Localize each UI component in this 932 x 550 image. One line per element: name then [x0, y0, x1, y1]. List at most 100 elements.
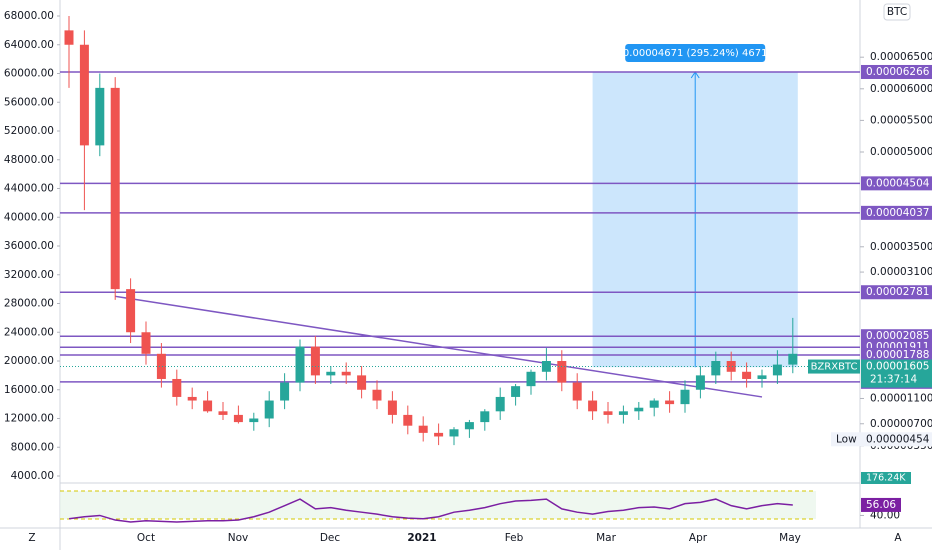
y2-tick-label: 0.00001100 [870, 392, 932, 404]
corner-left[interactable]: Z [28, 532, 35, 544]
low-box [831, 432, 932, 447]
candle-body [280, 382, 290, 401]
level-label: 0.00004037 [866, 207, 929, 219]
y-tick-label: 56000.00 [4, 96, 54, 108]
candle-body [357, 375, 367, 390]
candle-body [126, 289, 136, 333]
candle-body [141, 332, 151, 354]
candle-body [79, 44, 89, 146]
volume-label: 176.24K [866, 473, 906, 484]
y-tick-label: 8000.00 [11, 441, 54, 453]
candle-body [588, 400, 598, 412]
corner-right[interactable]: A [894, 532, 902, 544]
candle-body [387, 400, 397, 415]
time-label: Apr [689, 532, 708, 544]
candle-body [480, 411, 490, 423]
candle-body [403, 414, 413, 426]
rsi-line [68, 498, 793, 523]
candle-body [772, 364, 782, 376]
y-tick-label: 68000.00 [4, 10, 54, 22]
symbol: BZRXBTC [811, 362, 858, 373]
time-label: Dec [320, 532, 341, 544]
candle-body [603, 411, 613, 415]
y-tick-label: 60000.00 [4, 68, 54, 80]
rsi-tick-label: 40.00 [870, 509, 900, 521]
current-price-box [861, 359, 932, 388]
candle-body [203, 400, 213, 412]
rsi-value-box [861, 497, 901, 512]
measure-label-box [625, 43, 766, 62]
y-tick-label: 4000.00 [11, 470, 54, 482]
y2-tick-label: 0.00005000 [870, 146, 932, 158]
level-label-box [861, 329, 932, 344]
candle-body [233, 414, 243, 423]
candle-body [557, 361, 567, 383]
candle-body [788, 353, 798, 365]
candle-body [156, 353, 166, 379]
time-label: Mar [596, 532, 616, 544]
candle-body [449, 429, 459, 437]
level-label: 0.00006266 [866, 66, 930, 78]
y-tick-label: 32000.00 [4, 269, 54, 281]
candle-body [726, 361, 736, 372]
trendline [115, 295, 763, 398]
level-label: 0.00002085 [866, 330, 929, 342]
volume-box [861, 472, 911, 484]
candle-body [218, 411, 228, 415]
candle-body [526, 371, 536, 387]
y-tick-label: 52000.00 [4, 125, 54, 137]
y2-tick-label: 0.00003500 [870, 241, 932, 253]
candle-body [264, 400, 274, 419]
candle-body [742, 371, 752, 379]
candle-body [464, 422, 474, 430]
time-label: Oct [137, 532, 155, 544]
low-price: 0.00000454 [866, 433, 930, 445]
candle-body [64, 30, 74, 45]
y2-tick-label: 0.00000700 [870, 418, 932, 430]
candle-body [511, 386, 521, 397]
candle-body [634, 407, 644, 412]
currency[interactable]: BTC [887, 6, 907, 18]
level-label-box [861, 285, 932, 300]
candle-body [695, 375, 705, 390]
candle-body [434, 432, 444, 437]
low-text: Low [836, 433, 857, 445]
currency-box[interactable] [883, 3, 911, 21]
candle-body [110, 87, 120, 290]
level-label-box [861, 347, 932, 362]
y2-tick-label: 0.00003100 [870, 266, 932, 278]
level-label: 0.00001788 [866, 349, 929, 361]
rsi-value: 56.06 [866, 499, 896, 511]
level-label-box [861, 205, 932, 220]
time-label: Nov [228, 532, 249, 544]
candle-body [95, 87, 105, 146]
level-label: 0.00004504 [866, 177, 930, 189]
candle-body [665, 400, 675, 405]
time-label: Feb [505, 532, 524, 544]
level-label-box [861, 176, 932, 191]
y2-tick-label: 0.00005500 [870, 114, 932, 126]
symbol-box [808, 359, 860, 374]
y-tick-label: 12000.00 [4, 413, 54, 425]
y-tick-label: 16000.00 [4, 384, 54, 396]
y-tick-label: 64000.00 [4, 39, 54, 51]
candle-body [326, 371, 336, 376]
candle-body [418, 425, 428, 433]
candle-body [495, 396, 505, 412]
time-label: May [779, 532, 801, 544]
candle-body [757, 375, 767, 379]
candle-body [341, 371, 351, 376]
level-label-box [861, 64, 932, 79]
y-tick-label: 48000.00 [4, 154, 54, 166]
y-tick-label: 28000.00 [4, 298, 54, 310]
y-tick-label: 36000.00 [4, 240, 54, 252]
measure-label: 0.00004671 (295.24%) 4671 [623, 48, 768, 59]
y-tick-label: 20000.00 [4, 355, 54, 367]
countdown: 21:37:14 [870, 374, 917, 386]
y-tick-label: 44000.00 [4, 183, 54, 195]
candle-body [711, 361, 721, 376]
time-label: 2021 [407, 532, 436, 544]
candle-body [295, 346, 305, 383]
candle-body [372, 389, 382, 401]
